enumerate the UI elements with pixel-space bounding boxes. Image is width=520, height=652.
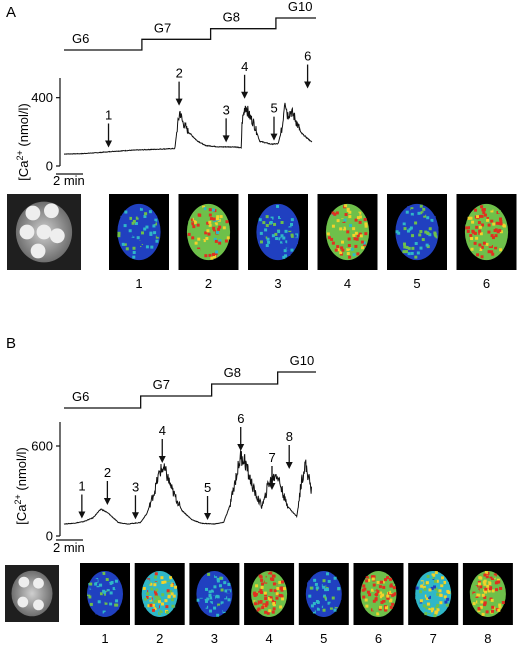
glucose-step-line: [64, 17, 316, 51]
arrow-label: 6: [304, 49, 311, 64]
arrow-marker: 6: [304, 49, 311, 89]
glucose-step-label: G7: [154, 20, 171, 35]
calcium-image-label: 3: [211, 631, 218, 646]
panel-b-scalebar: 2 min: [53, 539, 85, 555]
arrow-label: 8: [286, 429, 293, 444]
arrow-marker: 2: [175, 66, 183, 106]
calcium-image-tile: 3: [248, 194, 308, 291]
calcium-image-tile: 6: [456, 194, 517, 291]
calcium-image-label: 4: [265, 631, 272, 646]
calcium-image-tile: 8: [462, 563, 513, 646]
calcium-image-tile: 7: [408, 563, 459, 646]
panel-b-scalebar-label: 2 min: [53, 540, 85, 555]
panel-b-axes: 0 600: [31, 422, 61, 544]
arrow-marker: 8: [285, 429, 293, 469]
glucose-step-label: G8: [223, 10, 240, 25]
y-tick-label: 600: [31, 439, 53, 454]
glucose-step-label: G6: [72, 389, 89, 404]
panel-a-islet-image: [7, 194, 81, 270]
arrow-label: 4: [241, 59, 248, 74]
arrow-label: 7: [268, 450, 275, 465]
calcium-image-label: 1: [135, 276, 142, 291]
calcium-image-tile: 4: [244, 563, 295, 646]
calcium-image-tile: 2: [178, 194, 239, 291]
calcium-image-tile: 3: [189, 563, 240, 646]
panel-a-scalebar: 2 min: [53, 173, 85, 188]
calcium-image-tile: 2: [134, 563, 185, 646]
arrow-label: 4: [159, 423, 166, 438]
calcium-image-label: 4: [344, 276, 351, 291]
calcium-image-label: 5: [320, 631, 327, 646]
arrow-marker: 3: [131, 479, 139, 520]
arrow-label: 1: [105, 107, 112, 122]
arrow-marker: 6: [237, 411, 244, 451]
arrow-label: 2: [104, 465, 111, 480]
panel-b-ylabel: [Ca2+ (nmol/l): [13, 447, 29, 524]
calcium-trace: [63, 450, 312, 525]
panel-a-glucose-steps: G6 G7 G8 G10: [64, 0, 316, 51]
panel-a-arrows: 1 2 3 4 5 6: [105, 49, 311, 148]
calcium-image-label: 3: [274, 276, 281, 291]
calcium-image-tile: 1: [109, 194, 169, 291]
arrow-marker: 4: [241, 59, 248, 99]
y-tick-label: 400: [31, 90, 53, 105]
panel-b-letter: B: [6, 335, 16, 352]
panel-b-calcium-images: 1 2 3 4 5 6 7 8: [80, 563, 513, 646]
arrow-marker: 4: [158, 423, 166, 463]
panel-b-arrows: 1 2 3 4 5 6 78: [78, 411, 293, 520]
panel-a-scalebar-label: 2 min: [53, 173, 85, 188]
arrow-label: 3: [132, 479, 139, 494]
calcium-image-label: 1: [101, 631, 108, 646]
calcium-image-label: 6: [483, 276, 490, 291]
arrow-marker: 1: [78, 479, 86, 519]
arrow-marker: 5: [270, 101, 278, 141]
arrow-label: 1: [78, 479, 85, 494]
calcium-image-label: 5: [413, 276, 420, 291]
panel-b-islet-image: [5, 565, 59, 622]
arrow-marker: 1: [105, 107, 112, 148]
calcium-image-label: 2: [156, 631, 163, 646]
glucose-step-label: G10: [290, 353, 315, 368]
panel-a-calcium-images: 1 2 3 4 5 6: [109, 194, 517, 291]
arrow-marker: 2: [103, 465, 111, 505]
calcium-image-label: 7: [430, 631, 437, 646]
panel-a: A G6 G7 G8 G10 0 400 1 2 3 4 5 6 [Ca2+ (nmol/l) 2…: [6, 0, 517, 291]
glucose-step-label: G7: [153, 377, 170, 392]
y-tick-label: 0: [46, 529, 53, 544]
glucose-step-line: [64, 371, 316, 409]
panel-a-axes: 0 400: [31, 78, 61, 174]
arrow-marker: 5: [204, 480, 211, 520]
panel-b-trace: [63, 450, 312, 525]
calcium-trace: [64, 102, 313, 155]
y-tick-label: 0: [46, 159, 53, 174]
glucose-step-label: G8: [224, 365, 241, 380]
calcium-image-tile: 5: [387, 194, 447, 291]
calcium-image-label: 8: [484, 631, 491, 646]
glucose-step-label: G6: [72, 31, 89, 46]
arrow-label: 6: [237, 411, 244, 426]
panel-a-ylabel: [Ca2+ (nmol/l): [15, 103, 31, 180]
glucose-step-label: G10: [288, 0, 313, 14]
calcium-image-tile: 6: [353, 563, 404, 646]
calcium-image-label: 2: [205, 276, 212, 291]
panel-a-letter: A: [6, 4, 16, 21]
panel-b-glucose-steps: G6 G7 G8 G10: [64, 353, 316, 409]
calcium-image-tile: 1: [80, 563, 130, 646]
calcium-image-tile: 4: [317, 194, 378, 291]
arrow-label: 5: [271, 101, 278, 116]
arrow-label: 2: [176, 66, 183, 81]
panel-a-trace: [64, 102, 313, 155]
arrow-label: 5: [204, 480, 211, 495]
calcium-image-label: 6: [375, 631, 382, 646]
calcium-image-tile: 5: [298, 563, 349, 646]
arrow-label: 3: [223, 102, 230, 117]
arrow-marker: 3: [222, 102, 230, 143]
arrow-marker: 7: [268, 450, 276, 490]
